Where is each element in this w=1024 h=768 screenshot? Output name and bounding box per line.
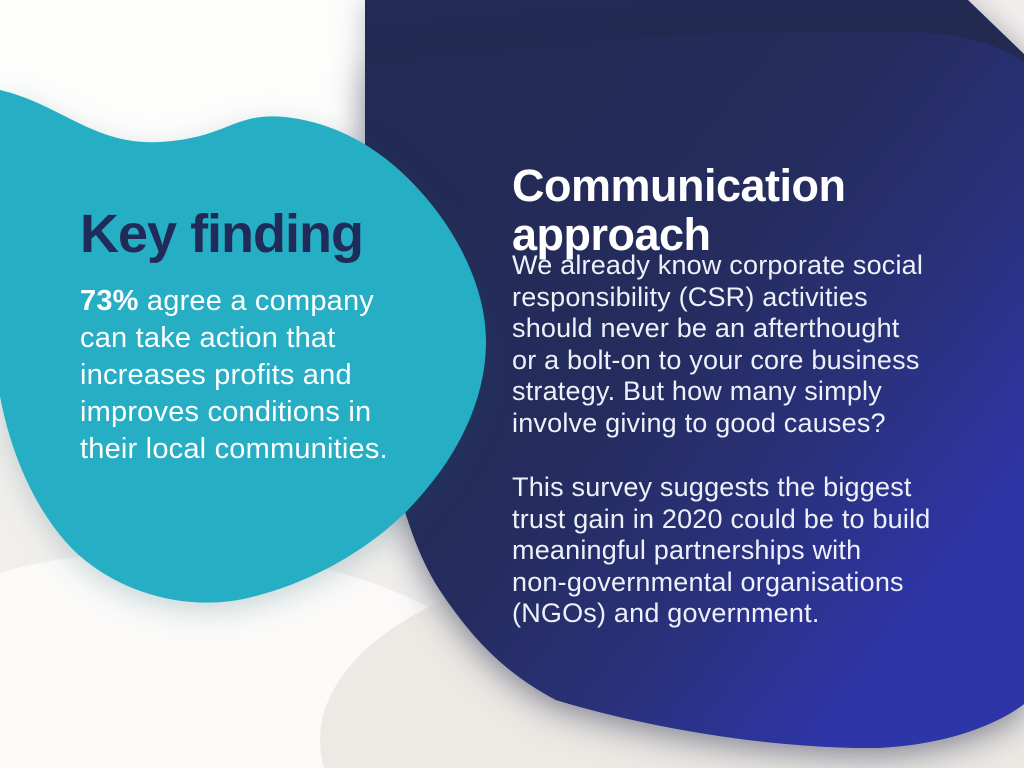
communication-paragraph-1: We already know corporate social respons…	[512, 250, 924, 438]
teal-blob-shape	[0, 90, 487, 603]
stat-value: 73%	[80, 285, 139, 317]
communication-approach-heading: Communication approach	[512, 160, 846, 261]
communication-paragraph-2: This survey suggests the biggest trust g…	[512, 472, 931, 628]
key-finding-body: 73% agree a company can take action that…	[80, 246, 470, 468]
key-finding-heading: Key finding	[80, 204, 364, 265]
royal-blue-blob-shape	[365, 31, 1024, 749]
communication-approach-body: We already know corporate social respons…	[512, 250, 982, 663]
stat-description: agree a company can take action that inc…	[80, 285, 388, 465]
